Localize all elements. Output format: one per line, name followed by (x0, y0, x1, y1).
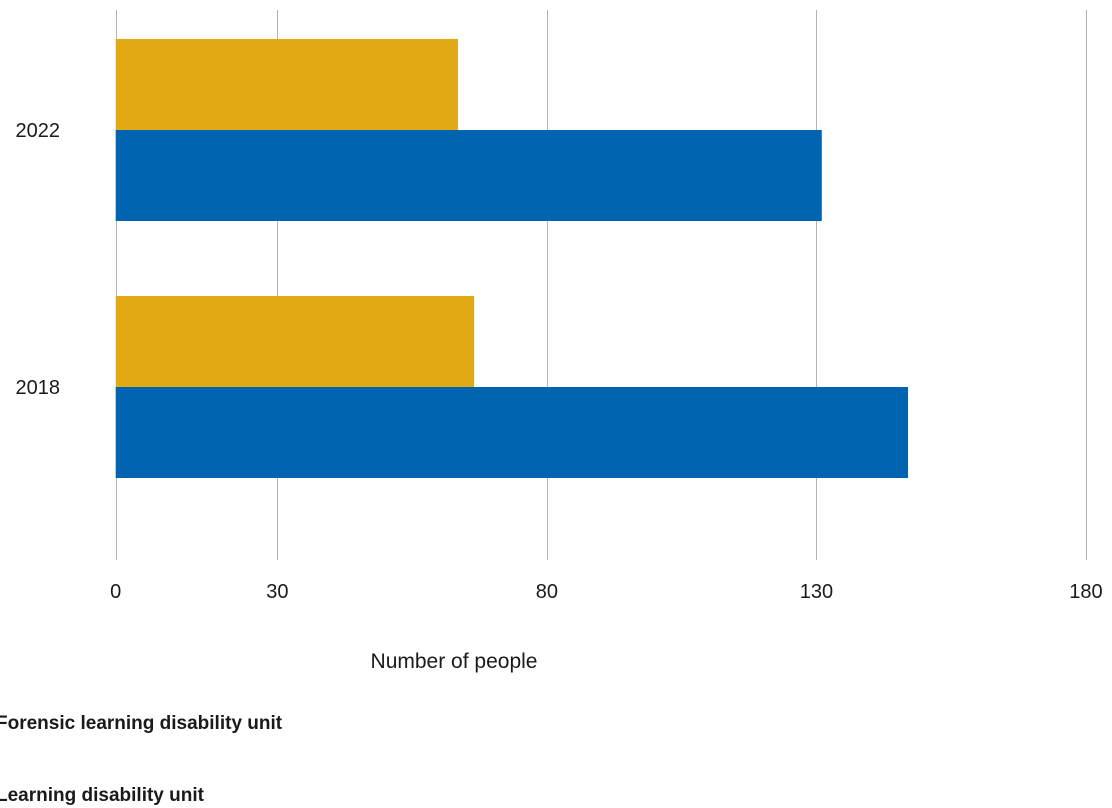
bar-2022-forensic-learning-disability-unit (115, 39, 458, 130)
bars (115, 39, 909, 478)
bar-2018-forensic-learning-disability-unit (115, 296, 475, 387)
y-tick-label-2022: 2022 (16, 120, 61, 142)
x-axis-tick-labels: 0 30 80 130 180 (110, 581, 1102, 603)
legend-item-learning-disability-unit: Learning disability unit (0, 785, 204, 806)
x-tick-label-0: 0 (110, 581, 121, 603)
legend-item-forensic-learning-disability-unit: Forensic learning disability unit (0, 713, 283, 734)
x-tick-label-30: 30 (266, 581, 288, 603)
y-axis-tick-labels: 2022 2018 (16, 120, 61, 399)
x-axis-title: Number of people (371, 650, 538, 673)
x-tick-label-180: 180 (1069, 581, 1102, 603)
y-tick-label-2018: 2018 (16, 377, 61, 399)
bar-2018-learning-disability-unit (115, 387, 909, 478)
x-tick-label-130: 130 (800, 581, 833, 603)
x-tick-label-80: 80 (536, 581, 558, 603)
bar-2022-learning-disability-unit (115, 130, 822, 221)
legend: Forensic learning disability unit Learni… (0, 712, 282, 808)
bar-chart: 2022 2018 0 30 80 130 180 Number of people (16, 10, 1103, 673)
